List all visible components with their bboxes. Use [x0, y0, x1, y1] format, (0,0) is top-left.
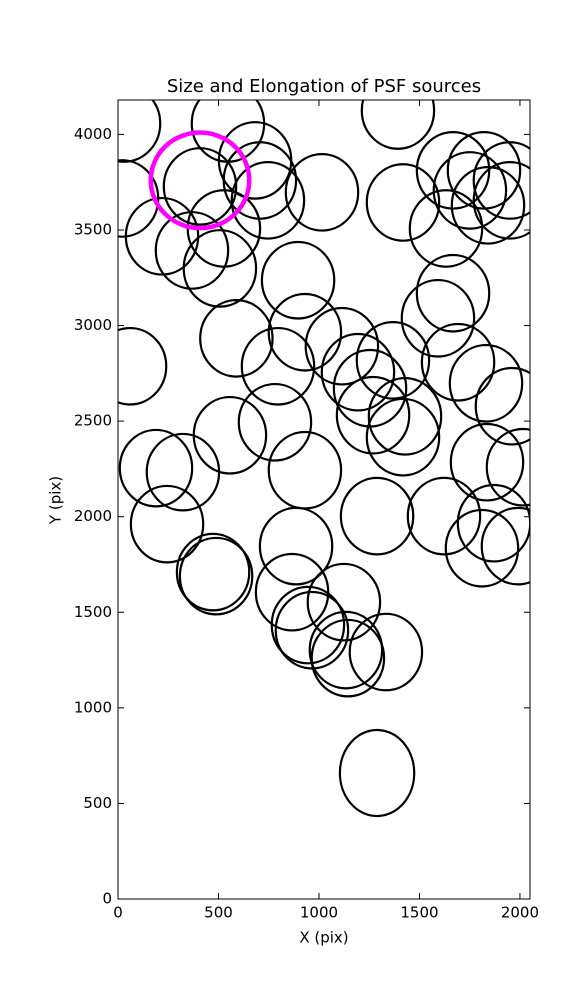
source-ellipse	[367, 377, 443, 456]
y-tick-label: 1000	[74, 698, 112, 716]
source-ellipse	[365, 163, 441, 242]
source-ellipse	[129, 484, 205, 564]
source-ellipse	[230, 161, 306, 240]
source-ellipse	[448, 343, 524, 423]
source-ellipse	[124, 196, 200, 276]
source-ellipse	[348, 612, 424, 692]
source-ellipse	[260, 240, 336, 320]
y-tick-label: 2000	[74, 507, 112, 525]
x-tick-label: 1000	[300, 904, 338, 922]
chart-title: Size and Elongation of PSF sources	[167, 76, 481, 97]
source-ellipse	[339, 476, 415, 556]
y-tick-label: 3500	[74, 220, 112, 238]
source-ellipse	[415, 253, 491, 333]
source-ellipse	[240, 326, 316, 406]
source-ellipse	[444, 508, 520, 588]
source-ellipse	[306, 562, 382, 642]
source-ellipse	[199, 299, 274, 378]
source-ellipse	[485, 427, 530, 507]
source-ellipse	[472, 161, 530, 240]
plot-area	[118, 100, 530, 818]
source-ellipse	[406, 476, 482, 556]
x-tick-label: 2000	[501, 904, 539, 922]
highlight-ellipse	[148, 130, 252, 231]
source-ellipse	[480, 506, 530, 586]
x-tick-label: 500	[204, 904, 233, 922]
source-ellipse	[474, 366, 530, 446]
y-axis-label: Y (pix)	[47, 476, 65, 525]
source-ellipse	[365, 397, 441, 477]
x-tick-label: 0	[113, 904, 123, 922]
y-tick-label: 4000	[74, 125, 112, 143]
source-ellipse	[320, 332, 396, 412]
source-ellipse	[432, 151, 508, 230]
source-ellipse	[182, 229, 258, 308]
source-ellipse	[258, 506, 334, 586]
source-ellipse	[355, 321, 431, 400]
source-ellipse	[178, 536, 254, 616]
y-tick-label: 1500	[74, 603, 112, 621]
x-tick-label: 1500	[400, 904, 438, 922]
source-ellipse	[449, 422, 525, 502]
source-ellipse	[308, 610, 384, 690]
source-ellipse	[450, 165, 526, 245]
source-ellipse	[118, 428, 194, 508]
source-ellipse	[175, 532, 251, 612]
source-ellipse	[237, 382, 313, 462]
source-ellipse	[284, 152, 360, 232]
y-tick-label: 3000	[74, 316, 112, 334]
source-ellipse	[338, 728, 416, 818]
source-ellipse	[335, 375, 411, 455]
y-tick-label: 500	[83, 794, 112, 812]
source-ellipse	[408, 189, 484, 268]
source-ellipse	[310, 618, 386, 698]
source-ellipse	[472, 141, 530, 220]
source-ellipse	[267, 292, 343, 372]
source-ellipse	[304, 306, 380, 386]
source-ellipse	[118, 326, 168, 406]
source-ellipse	[420, 322, 496, 402]
source-ellipse	[360, 100, 436, 150]
source-ellipse	[118, 100, 162, 163]
source-ellipse	[456, 483, 530, 563]
source-ellipse	[145, 432, 221, 512]
y-tick-label: 0	[102, 890, 112, 908]
y-tick-label: 2500	[74, 412, 112, 430]
axes-frame	[117, 99, 531, 900]
source-ellipse	[270, 585, 346, 665]
x-axis-label: X (pix)	[299, 929, 348, 947]
source-ellipse	[162, 147, 238, 226]
source-ellipse	[400, 278, 476, 358]
